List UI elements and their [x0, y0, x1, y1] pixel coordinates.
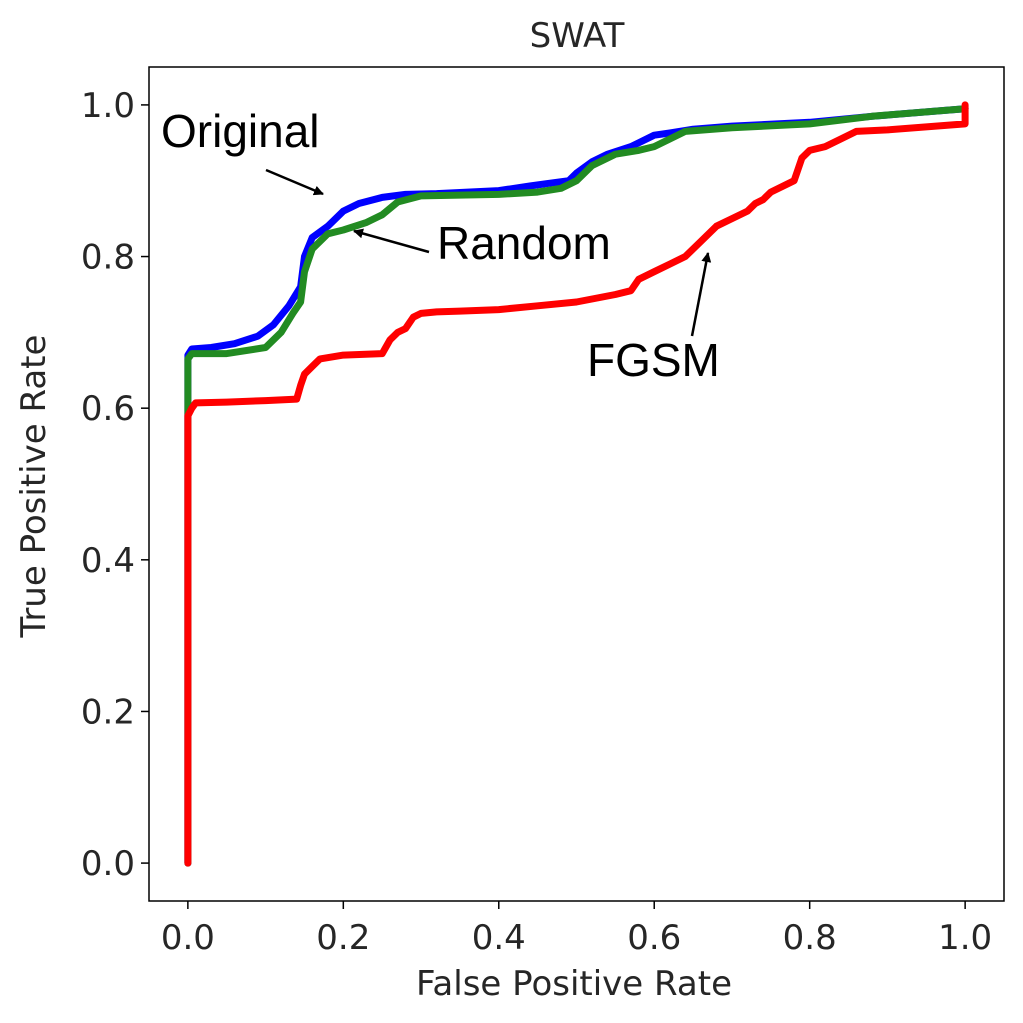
y-tick-label: 0.6 [81, 389, 135, 429]
y-tick-label: 0.4 [81, 541, 135, 581]
y-tick-label: 1.0 [81, 86, 135, 126]
annotation-original: Original [161, 105, 320, 157]
y-tick-label: 0.0 [81, 844, 135, 884]
annotation-random: Random [437, 217, 611, 269]
x-tick-label: 0.2 [316, 918, 370, 958]
x-axis-label: False Positive Rate [416, 964, 732, 1004]
x-tick-label: 0.4 [472, 918, 526, 958]
plot-frame [148, 66, 1005, 902]
x-tick-label: 0.6 [627, 918, 681, 958]
x-tick-label: 1.0 [938, 918, 992, 958]
annotation-fgsm: FGSM [587, 334, 720, 386]
y-tick-label: 0.2 [81, 692, 135, 732]
series-line-original [184, 105, 969, 867]
y-axis-label: True Positive Rate [14, 335, 54, 639]
annotation-original-arrow [265, 168, 324, 196]
y-axis-ticks: 0.0 0.2 0.4 0.6 0.8 1.0 [81, 86, 149, 884]
y-tick-label: 0.8 [81, 238, 135, 278]
x-tick-label: 0.0 [161, 918, 215, 958]
annotation-fgsm-arrow [690, 252, 712, 337]
x-axis-ticks: 0.0 0.2 0.4 0.6 0.8 1.0 [161, 901, 992, 958]
chart-title: SWAT [530, 16, 625, 56]
x-tick-label: 0.8 [783, 918, 837, 958]
series-line-fgsm [184, 101, 969, 867]
series-group [184, 101, 969, 867]
series-line-random [184, 105, 969, 867]
annotation-random-arrow [353, 228, 430, 254]
